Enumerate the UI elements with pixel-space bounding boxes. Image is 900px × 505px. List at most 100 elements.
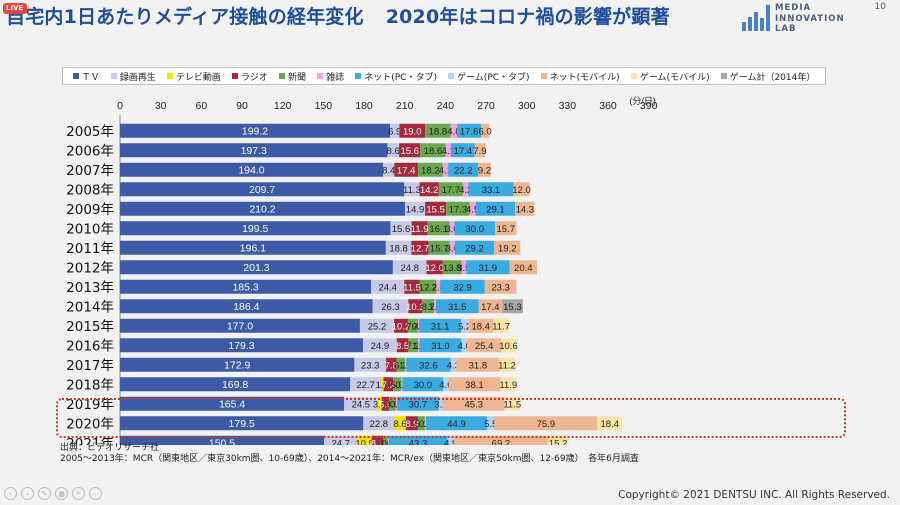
data-label: 26.3 <box>381 302 400 313</box>
data-label: 199.5 <box>242 223 268 235</box>
bar-segment <box>446 201 470 216</box>
year-label: 2016年 <box>66 338 114 354</box>
x-tick-label: 390 <box>640 100 658 112</box>
data-label: 5.6 <box>379 399 392 410</box>
data-label: 12.0 <box>512 185 531 196</box>
bar-segment <box>420 143 446 158</box>
zoom-icon[interactable]: ⌕ <box>72 487 85 500</box>
bar-segment <box>377 396 382 411</box>
bar-segment <box>443 396 505 411</box>
data-label: 201.3 <box>243 262 269 274</box>
page-number: 10 <box>874 2 886 12</box>
data-label: 15.6 <box>392 224 411 235</box>
legend-label: ＴＶ <box>81 72 100 83</box>
legend-label: ラジオ <box>240 72 268 83</box>
bar-segment <box>390 123 400 138</box>
data-label: 8.4 <box>382 165 395 176</box>
data-label: 22.2 <box>454 165 473 176</box>
bar-segment <box>502 299 523 314</box>
data-label: 3.2 <box>434 399 447 410</box>
data-label: 12.7 <box>411 243 430 254</box>
bar-segment <box>388 435 448 445</box>
bar-segment <box>468 318 494 333</box>
year-label: 2014年 <box>66 299 114 315</box>
data-label: 8.7 <box>422 302 435 313</box>
bar-segment <box>466 338 502 353</box>
bar-segment <box>468 182 514 197</box>
data-label: 18.8 <box>429 126 448 137</box>
bar-segment <box>417 416 425 431</box>
bar-segment <box>504 396 521 411</box>
bar-segment <box>359 318 395 333</box>
bar-segment <box>120 318 360 333</box>
legend-item: 新聞 <box>278 70 306 83</box>
data-label: 196.1 <box>240 242 266 254</box>
bar-segment <box>404 201 426 216</box>
x-tick-label: 120 <box>274 100 292 112</box>
more-icon[interactable]: ⋯ <box>89 487 102 500</box>
data-label: 69.2 <box>492 438 511 445</box>
bar-segment <box>120 123 391 138</box>
data-label: 15.6 <box>400 146 419 157</box>
slides-icon[interactable]: ▦ <box>55 487 68 500</box>
data-label: 14.9 <box>406 204 425 215</box>
bar-segment <box>447 435 455 445</box>
legend-item: ラジオ <box>231 70 268 83</box>
next-icon[interactable]: › <box>21 487 34 500</box>
data-label: 4.1 <box>442 146 455 157</box>
data-label: 179.5 <box>229 418 255 430</box>
data-label: 7.2 <box>407 341 420 352</box>
legend-label: 録画再生 <box>119 72 156 83</box>
bar-segment <box>120 260 393 275</box>
data-label: 3.6 <box>446 243 459 254</box>
bar-segment <box>408 338 419 353</box>
bar-segment <box>454 221 496 236</box>
bar-segment <box>425 201 447 216</box>
bar-segment <box>547 435 569 445</box>
legend-item: ゲーム(モバイル) <box>630 70 710 83</box>
bar-segment <box>406 357 451 372</box>
bar-segment <box>422 299 435 314</box>
x-tick-label: 180 <box>355 100 373 112</box>
data-label: 2.8 <box>432 282 445 293</box>
legend-item: テレビ動画 <box>166 70 221 83</box>
bar-segment <box>405 416 418 431</box>
data-label: 6.9 <box>388 126 401 137</box>
bar-segment <box>408 299 423 314</box>
bar-segment <box>494 416 598 431</box>
bar-segment <box>419 318 462 333</box>
bar-segment <box>404 357 407 372</box>
data-label: 197.3 <box>241 145 267 157</box>
bar-segment <box>493 318 510 333</box>
prev-icon[interactable]: ‹ <box>4 487 17 500</box>
bar-segment <box>381 396 390 411</box>
legend-swatch <box>166 73 173 79</box>
data-label: 18.2 <box>421 165 440 176</box>
data-label: 0.9 <box>395 380 408 391</box>
bar-segment <box>434 299 436 314</box>
bar-segment <box>120 396 345 411</box>
bar-segment <box>428 240 450 255</box>
bar-segment <box>442 162 449 177</box>
legend-item: ゲーム計（2014年） <box>720 70 815 83</box>
x-tick-label: 0 <box>117 100 123 112</box>
bar-segment <box>399 123 426 138</box>
data-label: 25.4 <box>475 341 494 352</box>
data-label: 20.4 <box>514 263 533 274</box>
data-label: 8.3 <box>371 438 384 445</box>
data-label: 24.8 <box>400 263 419 274</box>
data-label: 14.2 <box>420 185 439 196</box>
legend-item: ネット(モバイル) <box>540 70 620 83</box>
data-label: 13.8 <box>443 263 462 274</box>
data-label: 38.1 <box>465 380 484 391</box>
year-label: 2019年 <box>66 397 114 413</box>
bar-segment <box>515 201 535 216</box>
pen-icon[interactable]: ✎ <box>38 487 51 500</box>
source-line: 2005～2013年：MCR（関東地区／東京30km圏、10-69歳）、2014… <box>60 454 639 464</box>
bar-segment <box>457 123 481 138</box>
data-label: 11.9 <box>499 380 517 391</box>
bar-segment <box>372 299 409 314</box>
data-label: 45.3 <box>464 399 483 410</box>
year-label: 2007年 <box>66 163 114 179</box>
data-label: 16.1 <box>429 224 448 235</box>
